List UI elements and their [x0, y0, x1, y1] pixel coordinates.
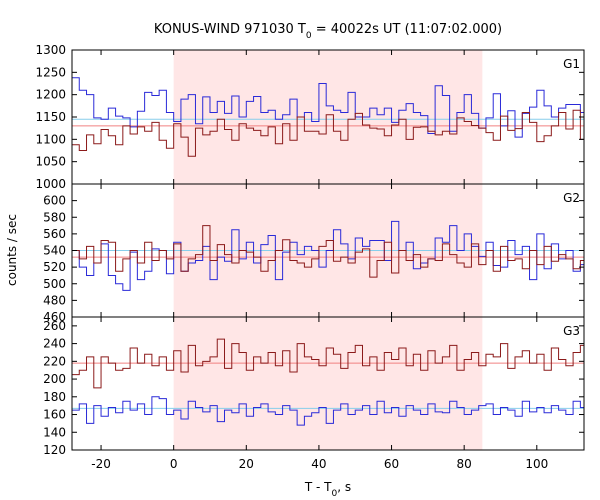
x-tick-label: 0	[170, 457, 178, 471]
y-tick-label: 240	[43, 337, 66, 351]
x-tick-label: 100	[525, 457, 548, 471]
highlight-region	[173, 317, 483, 450]
x-tick-label: 80	[457, 457, 472, 471]
y-axis-label: counts / sec	[5, 214, 19, 286]
y-tick-label: 220	[43, 354, 66, 368]
chart-title: KONUS-WIND 971030 T0 = 40022s UT (11:07:…	[154, 22, 502, 41]
y-tick-label: 200	[43, 372, 66, 386]
xlabel-subscript: 0	[332, 489, 338, 499]
y-tick-label: 560	[43, 227, 66, 241]
highlight-region	[173, 50, 483, 184]
y-tick-label: 260	[43, 319, 66, 333]
xlabel-main: T - T	[304, 480, 332, 494]
y-tick-label: 180	[43, 390, 66, 404]
title-subscript: 0	[306, 31, 312, 41]
xlabel-rest: , s	[337, 480, 351, 494]
panel-label: G2	[563, 191, 580, 205]
y-tick-label: 140	[43, 425, 66, 439]
series-red-line	[72, 109, 584, 157]
x-tick-label: -20	[91, 457, 111, 471]
panels-group: 1000105011001150120012501300G14604805005…	[35, 43, 585, 471]
y-tick-label: 1300	[35, 43, 66, 57]
series-blue-line	[72, 77, 584, 138]
series-red-line	[72, 225, 584, 278]
panel-label: G3	[563, 324, 580, 338]
x-tick-label: 60	[384, 457, 399, 471]
y-tick-label: 540	[43, 244, 66, 258]
y-tick-label: 580	[43, 210, 66, 224]
y-tick-label: 520	[43, 260, 66, 274]
panel-frame	[71, 316, 585, 451]
y-tick-label: 1200	[35, 88, 66, 102]
panel-label: G1	[563, 57, 580, 71]
title-main: KONUS-WIND 971030 T	[154, 22, 306, 37]
panel-g2: 460 480 500 520 540 560 580 600 G2	[43, 183, 585, 324]
y-tick-label: 460	[43, 310, 66, 324]
y-tick-label: 1150	[35, 110, 66, 124]
y-tick-label: 600	[43, 194, 66, 208]
series-blue-line	[72, 396, 584, 426]
x-tick-label: 40	[311, 457, 326, 471]
panel-g3: 120 140 160 180 200 220 240 260 G3 -20 0 20 40 60 80 10…	[43, 316, 585, 471]
x-axis-label: T - T0, s	[304, 480, 351, 499]
y-tick-label: 480	[43, 293, 66, 307]
x-tick-label: 20	[239, 457, 254, 471]
series-red-line	[72, 338, 584, 389]
title-rest: = 40022s UT (11:07:02.000)	[312, 22, 502, 37]
panel-g1: 1000 1050 1100 1150 1200 1250 1300 G1	[35, 43, 585, 191]
y-tick-label: 500	[43, 277, 66, 291]
y-tick-label: 1100	[35, 132, 66, 146]
y-tick-label: 160	[43, 408, 66, 422]
y-tick-label: 1250	[35, 65, 66, 79]
y-tick-label: 1000	[35, 177, 66, 191]
y-tick-label: 1050	[35, 155, 66, 169]
y-tick-label: 120	[43, 443, 66, 457]
